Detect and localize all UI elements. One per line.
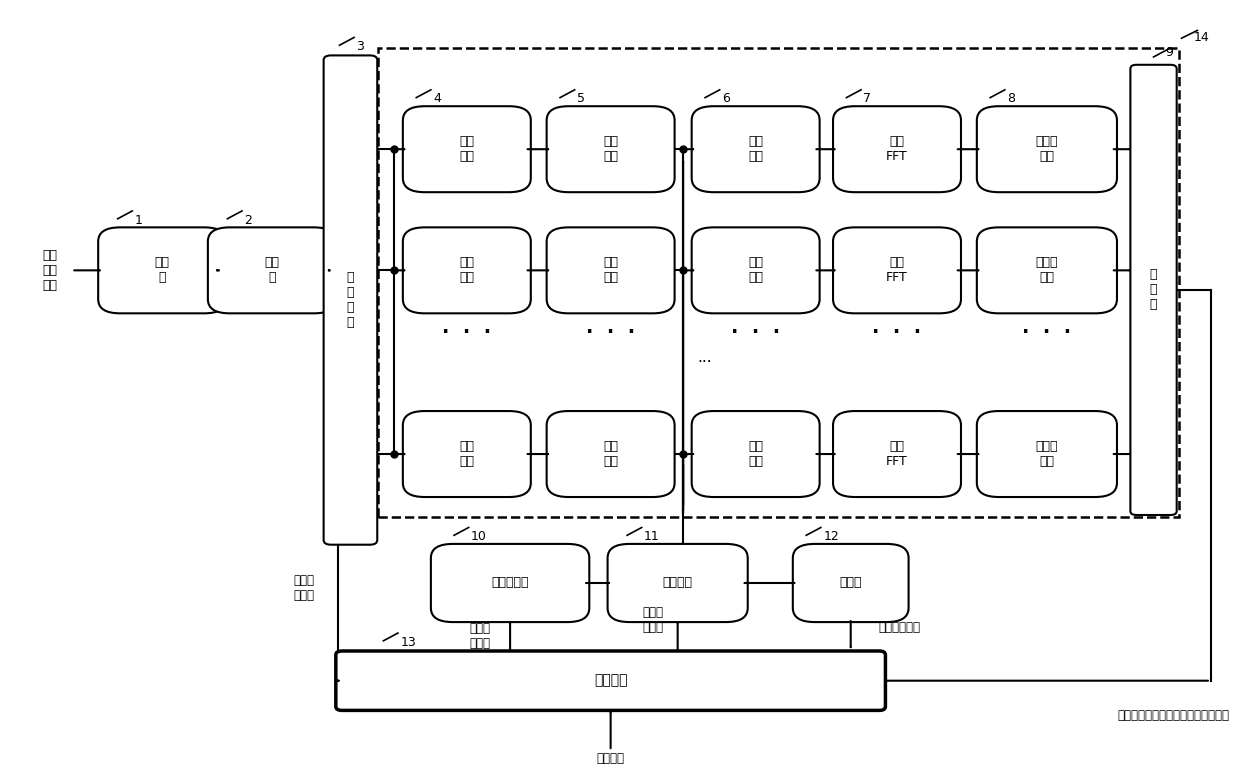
Text: 频率捕获结果: 频率捕获结果: [878, 622, 920, 634]
FancyBboxPatch shape: [324, 56, 377, 545]
FancyBboxPatch shape: [208, 227, 336, 313]
Text: 相干
积分: 相干 积分: [748, 440, 763, 468]
Text: 非相干
积分: 非相干 积分: [1035, 440, 1058, 468]
Text: 选择控
制信息: 选择控 制信息: [642, 606, 663, 634]
Text: 3: 3: [357, 40, 365, 53]
Text: 补零
FFT: 补零 FFT: [887, 256, 908, 284]
Text: 9: 9: [1166, 46, 1173, 60]
Text: ···: ···: [698, 355, 713, 370]
Text: 主控单元: 主控单元: [594, 673, 627, 687]
Text: 1: 1: [135, 214, 143, 226]
Text: 频率
分槽: 频率 分槽: [459, 256, 475, 284]
Text: 匹配
滤波: 匹配 滤波: [603, 440, 618, 468]
Text: 相位捕获结果及载波频率粗估计结果: 相位捕获结果及载波频率粗估计结果: [1117, 709, 1230, 723]
Text: 14: 14: [1194, 31, 1209, 44]
Text: 7: 7: [863, 92, 872, 106]
Text: 补零
FFT: 补零 FFT: [887, 135, 908, 163]
Text: 频率
分槽: 频率 分槽: [459, 440, 475, 468]
FancyBboxPatch shape: [98, 227, 226, 313]
FancyBboxPatch shape: [692, 106, 820, 192]
Text: 最
大
值: 最 大 值: [1149, 269, 1157, 312]
Text: 11: 11: [644, 530, 660, 543]
FancyBboxPatch shape: [977, 227, 1117, 313]
Text: 精测频: 精测频: [839, 576, 862, 590]
FancyBboxPatch shape: [403, 411, 531, 497]
Text: 伪码产生器: 伪码产生器: [491, 576, 528, 590]
Text: 频率
分槽: 频率 分槽: [459, 135, 475, 163]
Text: 补零
FFT: 补零 FFT: [887, 440, 908, 468]
FancyBboxPatch shape: [608, 544, 748, 622]
Text: 13: 13: [401, 636, 417, 648]
FancyBboxPatch shape: [547, 106, 675, 192]
Text: 匹配
滤波: 匹配 滤波: [603, 256, 618, 284]
Text: 支路选择: 支路选择: [662, 576, 693, 590]
Text: 捕获结果: 捕获结果: [596, 752, 625, 765]
FancyBboxPatch shape: [977, 106, 1117, 192]
FancyBboxPatch shape: [792, 544, 909, 622]
Text: 10: 10: [471, 530, 487, 543]
Text: 相干
积分: 相干 积分: [748, 135, 763, 163]
Text: ·  ·  ·: · · ·: [587, 323, 635, 342]
Text: 8: 8: [1007, 92, 1016, 106]
Text: 4: 4: [433, 92, 441, 106]
Text: ·  ·  ·: · · ·: [1022, 323, 1071, 342]
FancyBboxPatch shape: [692, 227, 820, 313]
FancyBboxPatch shape: [547, 411, 675, 497]
Text: ·  ·  ·: · · ·: [873, 323, 921, 342]
FancyBboxPatch shape: [833, 106, 961, 192]
Text: 匹配
滤波: 匹配 滤波: [603, 135, 618, 163]
FancyBboxPatch shape: [833, 411, 961, 497]
Text: 相干
积分: 相干 积分: [748, 256, 763, 284]
Text: 6: 6: [722, 92, 730, 106]
Text: 相位控
制信息: 相位控 制信息: [469, 622, 490, 650]
Text: 12: 12: [823, 530, 839, 543]
Text: 非相干
积分: 非相干 积分: [1035, 256, 1058, 284]
Text: 数
据
存
储: 数 据 存 储: [347, 271, 355, 329]
Text: 2: 2: [244, 214, 252, 226]
Text: 重采
样: 重采 样: [264, 256, 279, 284]
Text: 分槽控
制信息: 分槽控 制信息: [294, 574, 315, 602]
FancyBboxPatch shape: [833, 227, 961, 313]
Text: 下变
频: 下变 频: [155, 256, 170, 284]
FancyBboxPatch shape: [403, 227, 531, 313]
FancyBboxPatch shape: [977, 411, 1117, 497]
FancyBboxPatch shape: [692, 411, 820, 497]
FancyBboxPatch shape: [1131, 65, 1177, 515]
Text: ·  ·  ·: · · ·: [443, 323, 491, 342]
Text: 5: 5: [577, 92, 585, 106]
Text: 非相干
积分: 非相干 积分: [1035, 135, 1058, 163]
FancyBboxPatch shape: [403, 106, 531, 192]
FancyBboxPatch shape: [336, 651, 885, 710]
FancyBboxPatch shape: [430, 544, 589, 622]
Text: 数字
中频
信号: 数字 中频 信号: [42, 249, 57, 292]
FancyBboxPatch shape: [547, 227, 675, 313]
Text: ·  ·  ·: · · ·: [732, 323, 780, 342]
